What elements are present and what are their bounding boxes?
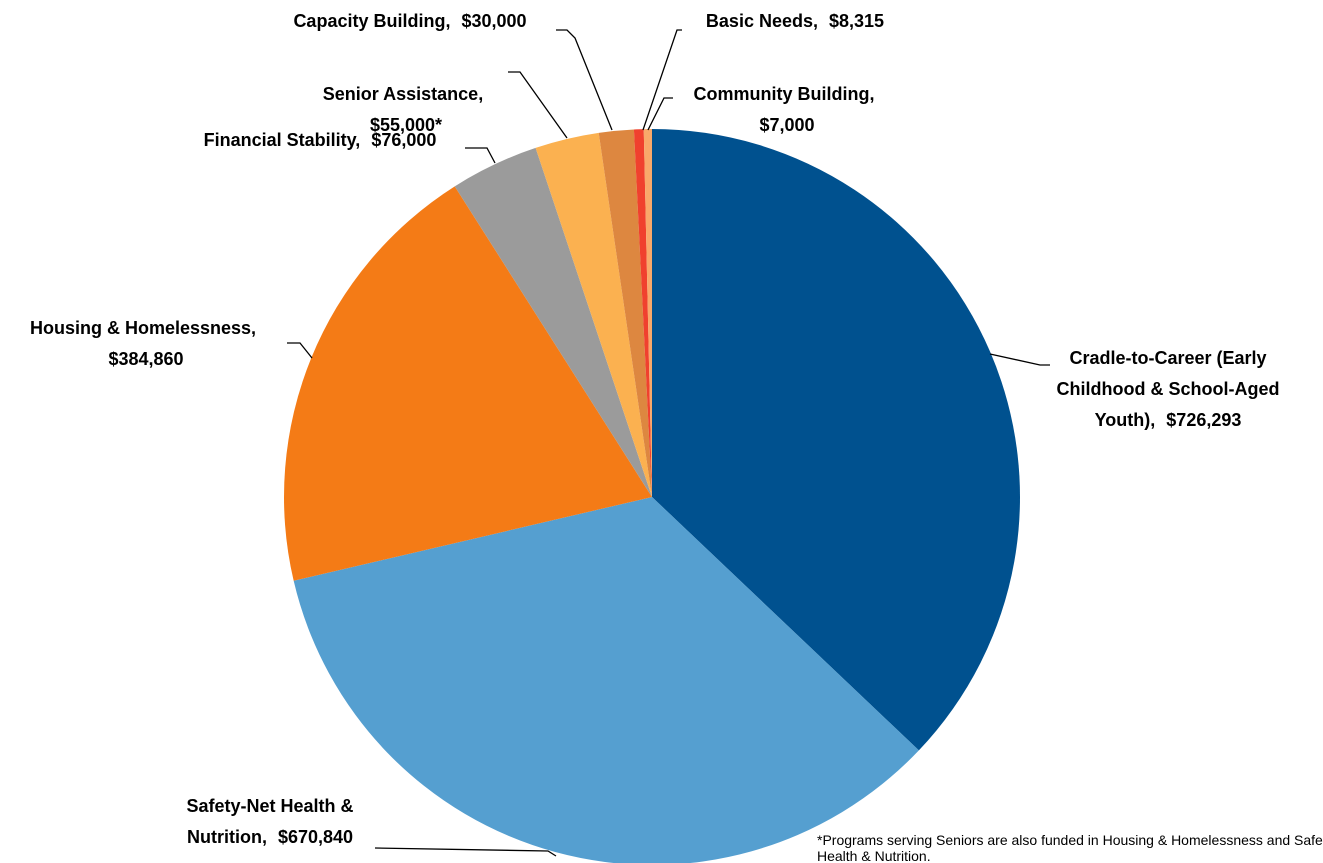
data-label: Community Building, $7,000 <box>670 79 904 141</box>
category-name: Housing & Homelessness <box>29 318 252 338</box>
category-name: Senior Assistance <box>322 84 479 104</box>
data-label: Cradle-to-Career (Early Childhood & Scho… <box>1023 343 1313 436</box>
leader-line <box>287 342 313 359</box>
category-name: Safety-Net Health & Nutrition <box>186 796 354 847</box>
leader-line <box>647 97 673 131</box>
data-label: Basic Needs, $8,315 <box>660 6 930 37</box>
leader-line <box>989 353 1050 366</box>
leader-line <box>556 29 613 131</box>
value-label: $76,000 <box>371 130 437 150</box>
pie-slice <box>284 186 652 581</box>
value-label: $55,000* <box>369 115 443 135</box>
pie-slice <box>633 129 652 497</box>
value-label: $384,860 <box>108 349 184 369</box>
value-label: $8,315 <box>829 11 885 31</box>
category-name: Community Building <box>693 84 870 104</box>
data-label: Safety-Net Health & Nutrition, $670,840 <box>155 791 385 853</box>
data-label: Financial Stability, $76,000 <box>140 125 500 156</box>
leader-line <box>374 847 557 857</box>
pie-slice <box>598 129 652 497</box>
label-separator: , <box>478 84 484 104</box>
value-label: $670,840 <box>277 827 354 847</box>
data-label: Senior Assistance, $55,000* <box>300 79 512 141</box>
label-separator: , <box>251 318 257 338</box>
leader-lines <box>287 29 1050 857</box>
label-separator: , <box>812 11 818 31</box>
data-label: Capacity Building, $30,000 <box>240 6 580 37</box>
label-separator: , <box>355 130 361 150</box>
data-label: Housing & Homelessness, $384,860 <box>0 313 292 375</box>
category-name: Cradle-to-Career (Early Childhood & Scho… <box>1056 348 1280 430</box>
category-name: Basic Needs <box>705 11 813 31</box>
label-separator: , <box>261 827 267 847</box>
pie-slice <box>652 129 1020 751</box>
pie-slice <box>535 132 652 498</box>
pie-slice <box>293 497 919 863</box>
value-label: $726,293 <box>1166 410 1242 430</box>
category-name: Financial Stability <box>203 130 356 150</box>
label-separator: , <box>1150 410 1156 430</box>
label-separator: , <box>869 84 875 104</box>
label-separator: , <box>445 11 451 31</box>
pie-slice <box>454 147 652 497</box>
pie-slice <box>643 129 652 497</box>
leader-line <box>508 71 568 139</box>
footnote: *Programs serving Seniors are also funde… <box>817 832 1323 863</box>
value-label: $7,000 <box>759 115 815 135</box>
value-label: $30,000 <box>461 11 527 31</box>
leader-line <box>642 29 682 131</box>
category-name: Capacity Building <box>293 11 446 31</box>
leader-line <box>465 147 496 164</box>
